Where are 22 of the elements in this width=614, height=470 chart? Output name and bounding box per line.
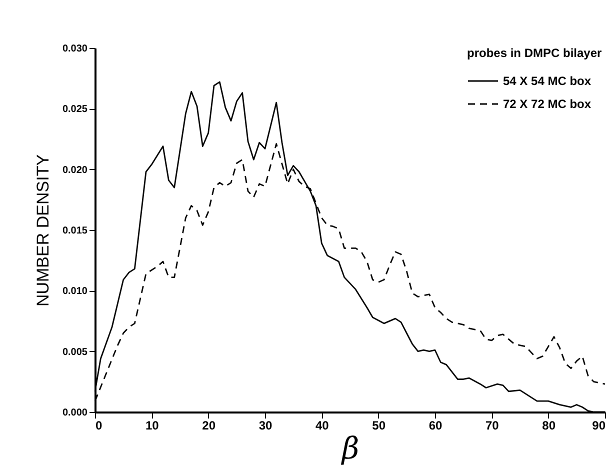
x-tick-label: 20 (202, 418, 216, 432)
y-tick-label: 0.020 (62, 164, 88, 176)
y-tick-label: 0.025 (62, 104, 88, 116)
y-tick-label: 0.005 (62, 346, 88, 358)
y-tick-label: 0.010 (62, 286, 88, 298)
x-tick-label: 40 (315, 418, 330, 432)
x-axis-title: β (340, 432, 360, 466)
x-tick-label: 0 (96, 418, 102, 432)
x-tick-label: 90 (592, 418, 606, 432)
legend-title: probes in DMPC bilayer (467, 46, 602, 60)
x-tick-label: 80 (542, 418, 556, 432)
y-axis-title: NUMBER DENSITY (33, 154, 52, 307)
y-tick-label: 0.015 (62, 226, 88, 236)
x-tick-label: 60 (428, 418, 442, 432)
x-tick-label: 10 (145, 418, 160, 432)
legend-label: 54 X 54 MC box (503, 74, 592, 88)
x-tick-label: 30 (258, 418, 272, 432)
y-tick-label: 0.000 (62, 408, 88, 418)
y-tick-label: 0.030 (62, 44, 88, 54)
legend-label: 72 X 72 MC box (503, 97, 592, 111)
x-tick-label: 50 (372, 418, 386, 432)
x-tick-label: 70 (485, 418, 500, 432)
